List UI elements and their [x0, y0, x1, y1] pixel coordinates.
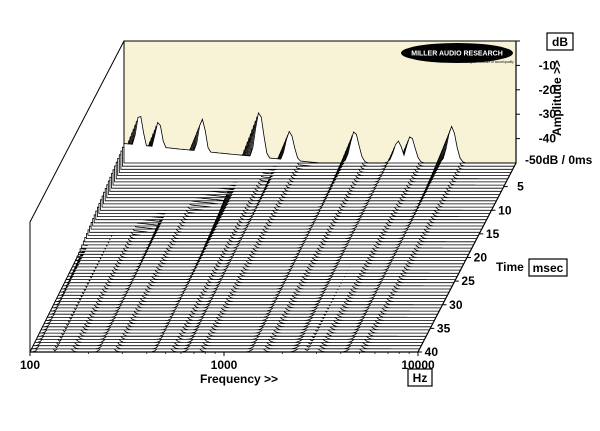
time-tick-label: 30: [449, 298, 463, 312]
time-tick-label: 25: [461, 274, 475, 288]
amplitude-tick-label: -30: [539, 107, 557, 121]
time-tick-label: 20: [474, 251, 488, 265]
frequency-tick-label: 100: [20, 358, 40, 372]
amplitude-unit-box: dB: [546, 32, 574, 51]
time-tick-label: 15: [486, 227, 500, 241]
amplitude-tick-label: -20: [539, 83, 557, 97]
time-tick-label: 35: [437, 321, 451, 335]
frequency-tick-label: 1000: [211, 358, 238, 372]
time-unit-box: msec: [528, 258, 568, 277]
amplitude-tick-label: -40: [539, 132, 557, 146]
frequency-unit-box: Hz: [407, 368, 433, 387]
frequency-ticks: 100 1000 10000: [20, 352, 435, 372]
amplitude-base-label: -50dB / 0ms: [525, 153, 593, 167]
frequency-axis-label: Frequency >>: [200, 372, 278, 386]
brand-logo: MILLER AUDIO RESEARCH testing the measur…: [401, 43, 514, 64]
amplitude-tick-label: -10: [539, 58, 557, 72]
logo-text: MILLER AUDIO RESEARCH: [411, 51, 503, 58]
back-wall-panel: [29, 40, 517, 353]
time-ticks: 5 10 15 20 25 30 35 40: [418, 180, 524, 359]
time-axis-label: Time: [496, 260, 524, 274]
time-tick-label: 40: [425, 345, 439, 359]
time-tick-label: 10: [498, 203, 512, 217]
decay-slices: [29, 111, 516, 353]
time-tick-label: 5: [517, 180, 524, 194]
amplitude-axis-label: Amplitude >>: [550, 60, 564, 136]
frequency-unit: Hz: [413, 371, 428, 385]
logo-tagline: testing the measure of sound quality: [462, 60, 514, 64]
decay-slice: [123, 111, 516, 164]
time-unit: msec: [533, 261, 564, 275]
amplitude-unit: dB: [552, 35, 568, 49]
